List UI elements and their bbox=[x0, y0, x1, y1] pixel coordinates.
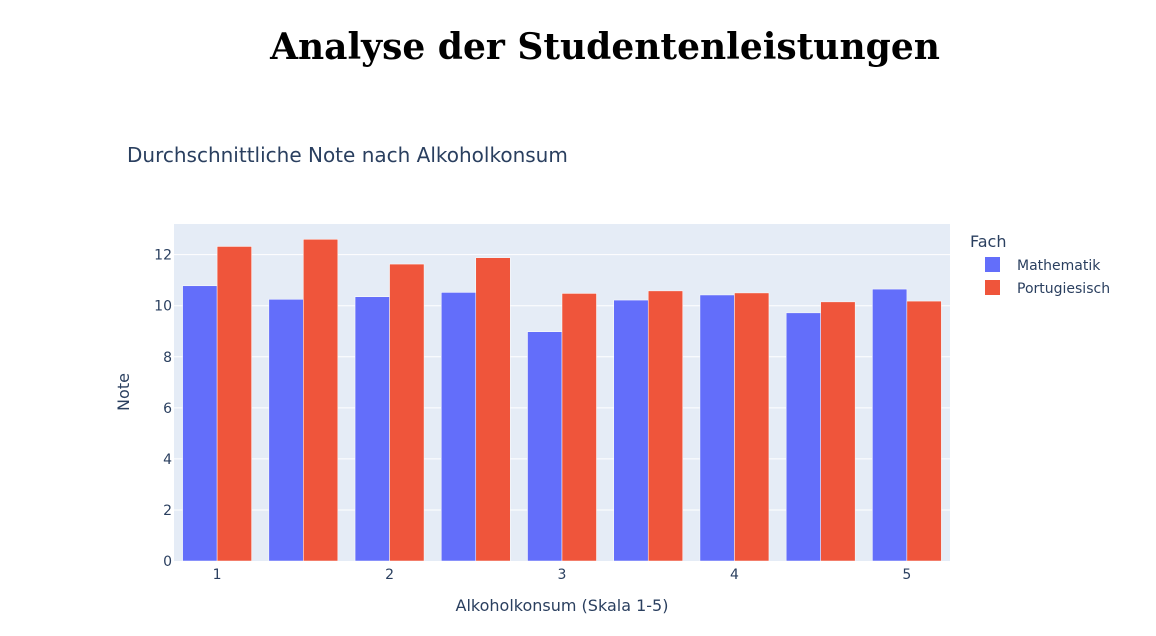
bar-portugiesisch-5 bbox=[561, 293, 597, 562]
x-tick-label: 5 bbox=[902, 567, 911, 583]
y-axis-ticks: 0 2 4 6 8 10 12 bbox=[154, 248, 172, 570]
bar-mathematik-5 bbox=[527, 331, 563, 562]
legend-label: Mathematik bbox=[1017, 258, 1101, 274]
bar-portugiesisch-2 bbox=[303, 239, 339, 562]
bar-portugiesisch-1 bbox=[216, 246, 252, 562]
bar-portugiesisch-6 bbox=[647, 290, 683, 562]
y-tick-label: 8 bbox=[163, 350, 172, 366]
bar-portugiesisch-3 bbox=[389, 263, 425, 562]
y-tick-label: 12 bbox=[154, 248, 172, 264]
y-tick-label: 2 bbox=[163, 503, 172, 519]
bar-mathematik-9 bbox=[872, 288, 908, 562]
y-tick-label: 6 bbox=[163, 401, 172, 417]
bar-mathematik-3 bbox=[354, 296, 390, 562]
bar-portugiesisch-9 bbox=[906, 300, 942, 562]
bar-mathematik-8 bbox=[785, 312, 821, 562]
bar-mathematik-6 bbox=[613, 299, 649, 562]
y-axis-label: Note bbox=[114, 373, 133, 411]
page-title: Analyse der Studentenleistungen bbox=[270, 26, 940, 68]
legend: Fach Mathematik Portugiesisch bbox=[970, 232, 1110, 297]
x-tick-label: 1 bbox=[213, 567, 222, 583]
bar-mathematik-4 bbox=[441, 292, 477, 562]
legend-swatch bbox=[985, 280, 1000, 295]
y-tick-label: 4 bbox=[163, 452, 172, 468]
legend-title: Fach bbox=[970, 232, 1006, 251]
chart-title: Durchschnittliche Note nach Alkoholkonsu… bbox=[127, 143, 568, 167]
bar-mathematik-7 bbox=[699, 294, 735, 562]
bar-mathematik-2 bbox=[268, 299, 304, 562]
bar-portugiesisch-7 bbox=[734, 292, 770, 562]
y-tick-label: 10 bbox=[154, 299, 172, 315]
x-axis-label: Alkoholkonsum (Skala 1-5) bbox=[456, 596, 669, 615]
x-tick-label: 3 bbox=[558, 567, 567, 583]
x-axis-ticks: 1 2 3 4 5 bbox=[213, 567, 912, 583]
bar-portugiesisch-8 bbox=[820, 301, 856, 562]
bar-mathematik-1 bbox=[182, 285, 218, 562]
legend-swatch bbox=[985, 257, 1000, 272]
x-tick-label: 2 bbox=[385, 567, 394, 583]
bars bbox=[182, 239, 942, 562]
y-tick-label: 0 bbox=[163, 554, 172, 570]
bar-portugiesisch-4 bbox=[475, 257, 511, 562]
x-tick-label: 4 bbox=[730, 567, 739, 583]
legend-label: Portugiesisch bbox=[1017, 281, 1110, 297]
